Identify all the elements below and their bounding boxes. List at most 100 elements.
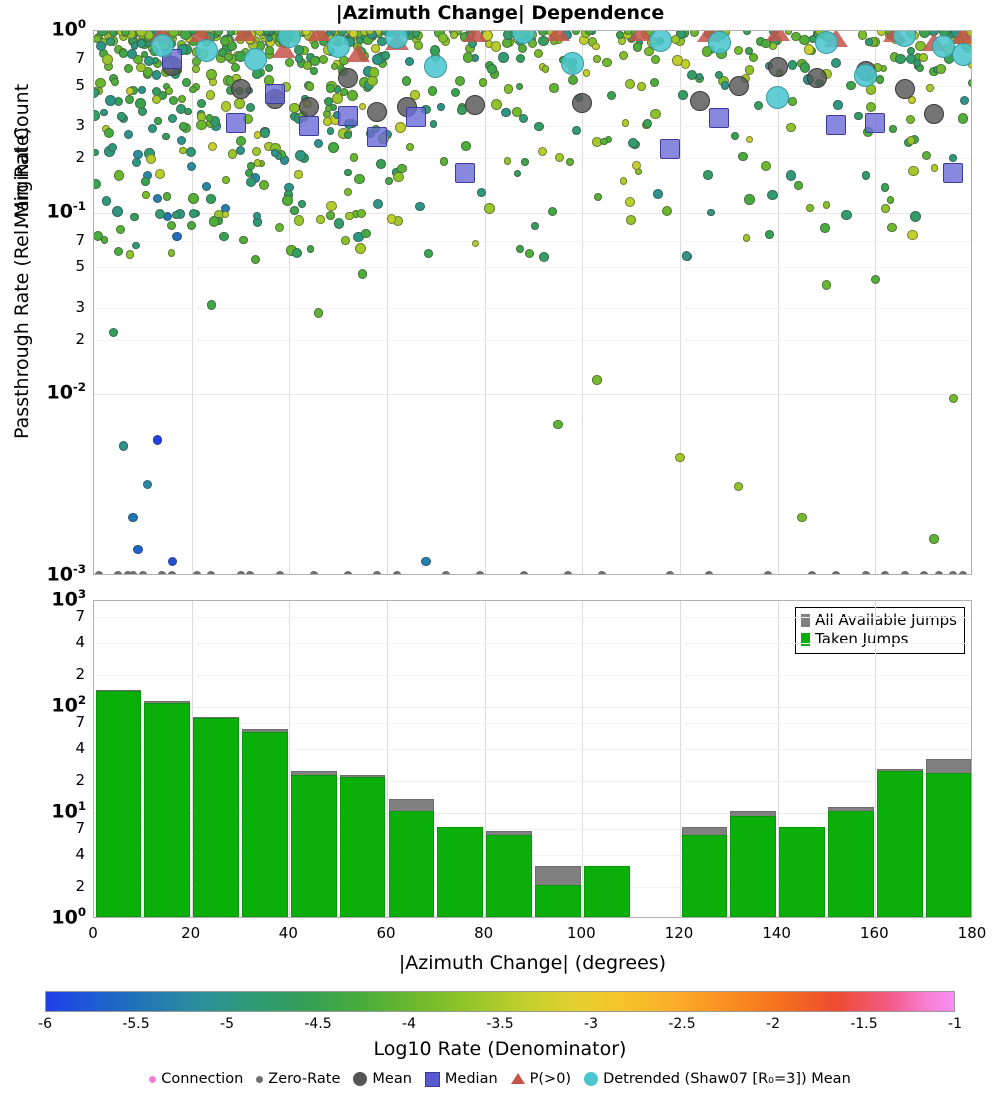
scatter-point [110, 77, 119, 86]
small-circle-icon [256, 1075, 264, 1083]
square-icon [424, 1071, 440, 1087]
scatter-point [294, 170, 303, 179]
p-greater-zero-marker [628, 31, 653, 41]
scatter-point [439, 157, 449, 166]
gridline-horizontal-minor [94, 643, 971, 645]
bar-taken [388, 811, 435, 917]
scatter-point [130, 212, 139, 222]
scatter-point [695, 72, 704, 81]
scatter-point [100, 108, 108, 117]
median-marker [660, 138, 681, 159]
scatter-point [326, 127, 334, 135]
scatter-point [208, 216, 219, 227]
scatter-point [760, 160, 771, 171]
gridline-horizontal-minor [94, 617, 971, 619]
scatter-point [244, 168, 254, 178]
marker-legend-label: P(>0) [529, 1071, 572, 1087]
scatter-point [151, 70, 162, 80]
gridline-horizontal-minor [94, 723, 971, 725]
scatter-point [348, 31, 359, 38]
scatter-point [172, 231, 182, 241]
colorbar-tick: -4.5 [304, 1016, 332, 1032]
scatter-ytick-minor: 7 [75, 230, 85, 249]
mean-marker [464, 95, 485, 116]
scatter-point [461, 141, 471, 152]
scatter-point [252, 69, 262, 80]
scatter-point [907, 230, 918, 241]
scatter-point [906, 46, 915, 55]
scatter-point [108, 327, 119, 337]
scatter-point [491, 99, 503, 111]
scatter-point [253, 158, 262, 167]
scatter-point [187, 220, 197, 231]
histogram-bar [388, 601, 435, 917]
scatter-point [316, 215, 325, 224]
zero-rate-marker [705, 571, 714, 574]
scatter-point [310, 40, 320, 50]
scatter-point [650, 54, 661, 64]
scatter-point [196, 119, 207, 131]
scatter-point [478, 78, 488, 87]
scatter-point [625, 215, 636, 226]
scatter-point [305, 82, 315, 91]
p-greater-zero-marker [233, 31, 258, 42]
scatter-point [105, 95, 117, 107]
scatter-point [734, 46, 744, 56]
bar-taken [339, 776, 386, 917]
zero-rate-marker [168, 571, 177, 574]
scatter-point [282, 194, 293, 206]
bar-taken [193, 717, 239, 917]
scatter-point [404, 56, 415, 67]
bar-taken [730, 815, 777, 917]
scatter-plot-axes [93, 30, 972, 575]
colorbar-tick: -5 [220, 1016, 234, 1032]
bar-taken [828, 811, 874, 917]
scatter-point [600, 137, 608, 146]
zero-rate-marker [807, 571, 816, 574]
gridline-horizontal-minor [94, 829, 971, 831]
scatter-point [930, 164, 939, 173]
scatter-point [292, 248, 303, 259]
median-marker [455, 163, 476, 184]
scatter-point [125, 86, 134, 95]
mean-marker [337, 68, 358, 89]
scatter-point [192, 65, 200, 73]
scatter-point [293, 215, 304, 226]
scatter-point [260, 128, 270, 138]
scatter-point [367, 31, 377, 40]
scatter-point [553, 420, 563, 430]
figure-title: |Azimuth Change| Dependence [335, 2, 665, 24]
scatter-point [179, 121, 188, 131]
scatter-point [886, 196, 895, 204]
scatter-point [831, 57, 842, 68]
scatter-point [125, 250, 135, 259]
scatter-point [450, 87, 460, 97]
gridline-vertical [680, 31, 681, 574]
scatter-point [360, 228, 371, 239]
scatter-point [148, 124, 158, 134]
bar-taken [876, 770, 923, 917]
scatter-point [252, 146, 262, 156]
scatter-point [967, 79, 971, 88]
scatter-point [333, 218, 345, 229]
scatter-point [171, 211, 180, 220]
scatter-point [258, 180, 269, 191]
median-marker [367, 127, 388, 148]
scatter-point [144, 55, 154, 66]
zero-rate-marker [881, 571, 890, 574]
mean-marker [230, 78, 251, 99]
scatter-point [381, 50, 391, 60]
scatter-point [744, 65, 755, 75]
gridline-vertical [191, 31, 193, 574]
scatter-point [284, 57, 294, 68]
zero-rate-marker [309, 571, 318, 574]
colorbar-tick: -1.5 [850, 1016, 878, 1032]
zero-rate-marker [192, 571, 201, 574]
histogram-bar [925, 601, 971, 917]
zero-rate-marker [129, 571, 138, 574]
gridline-horizontal-minor [94, 125, 971, 127]
scatter-point [94, 230, 104, 241]
scatter-point [791, 31, 802, 42]
scatter-point [143, 479, 153, 489]
scatter-point [625, 196, 636, 207]
